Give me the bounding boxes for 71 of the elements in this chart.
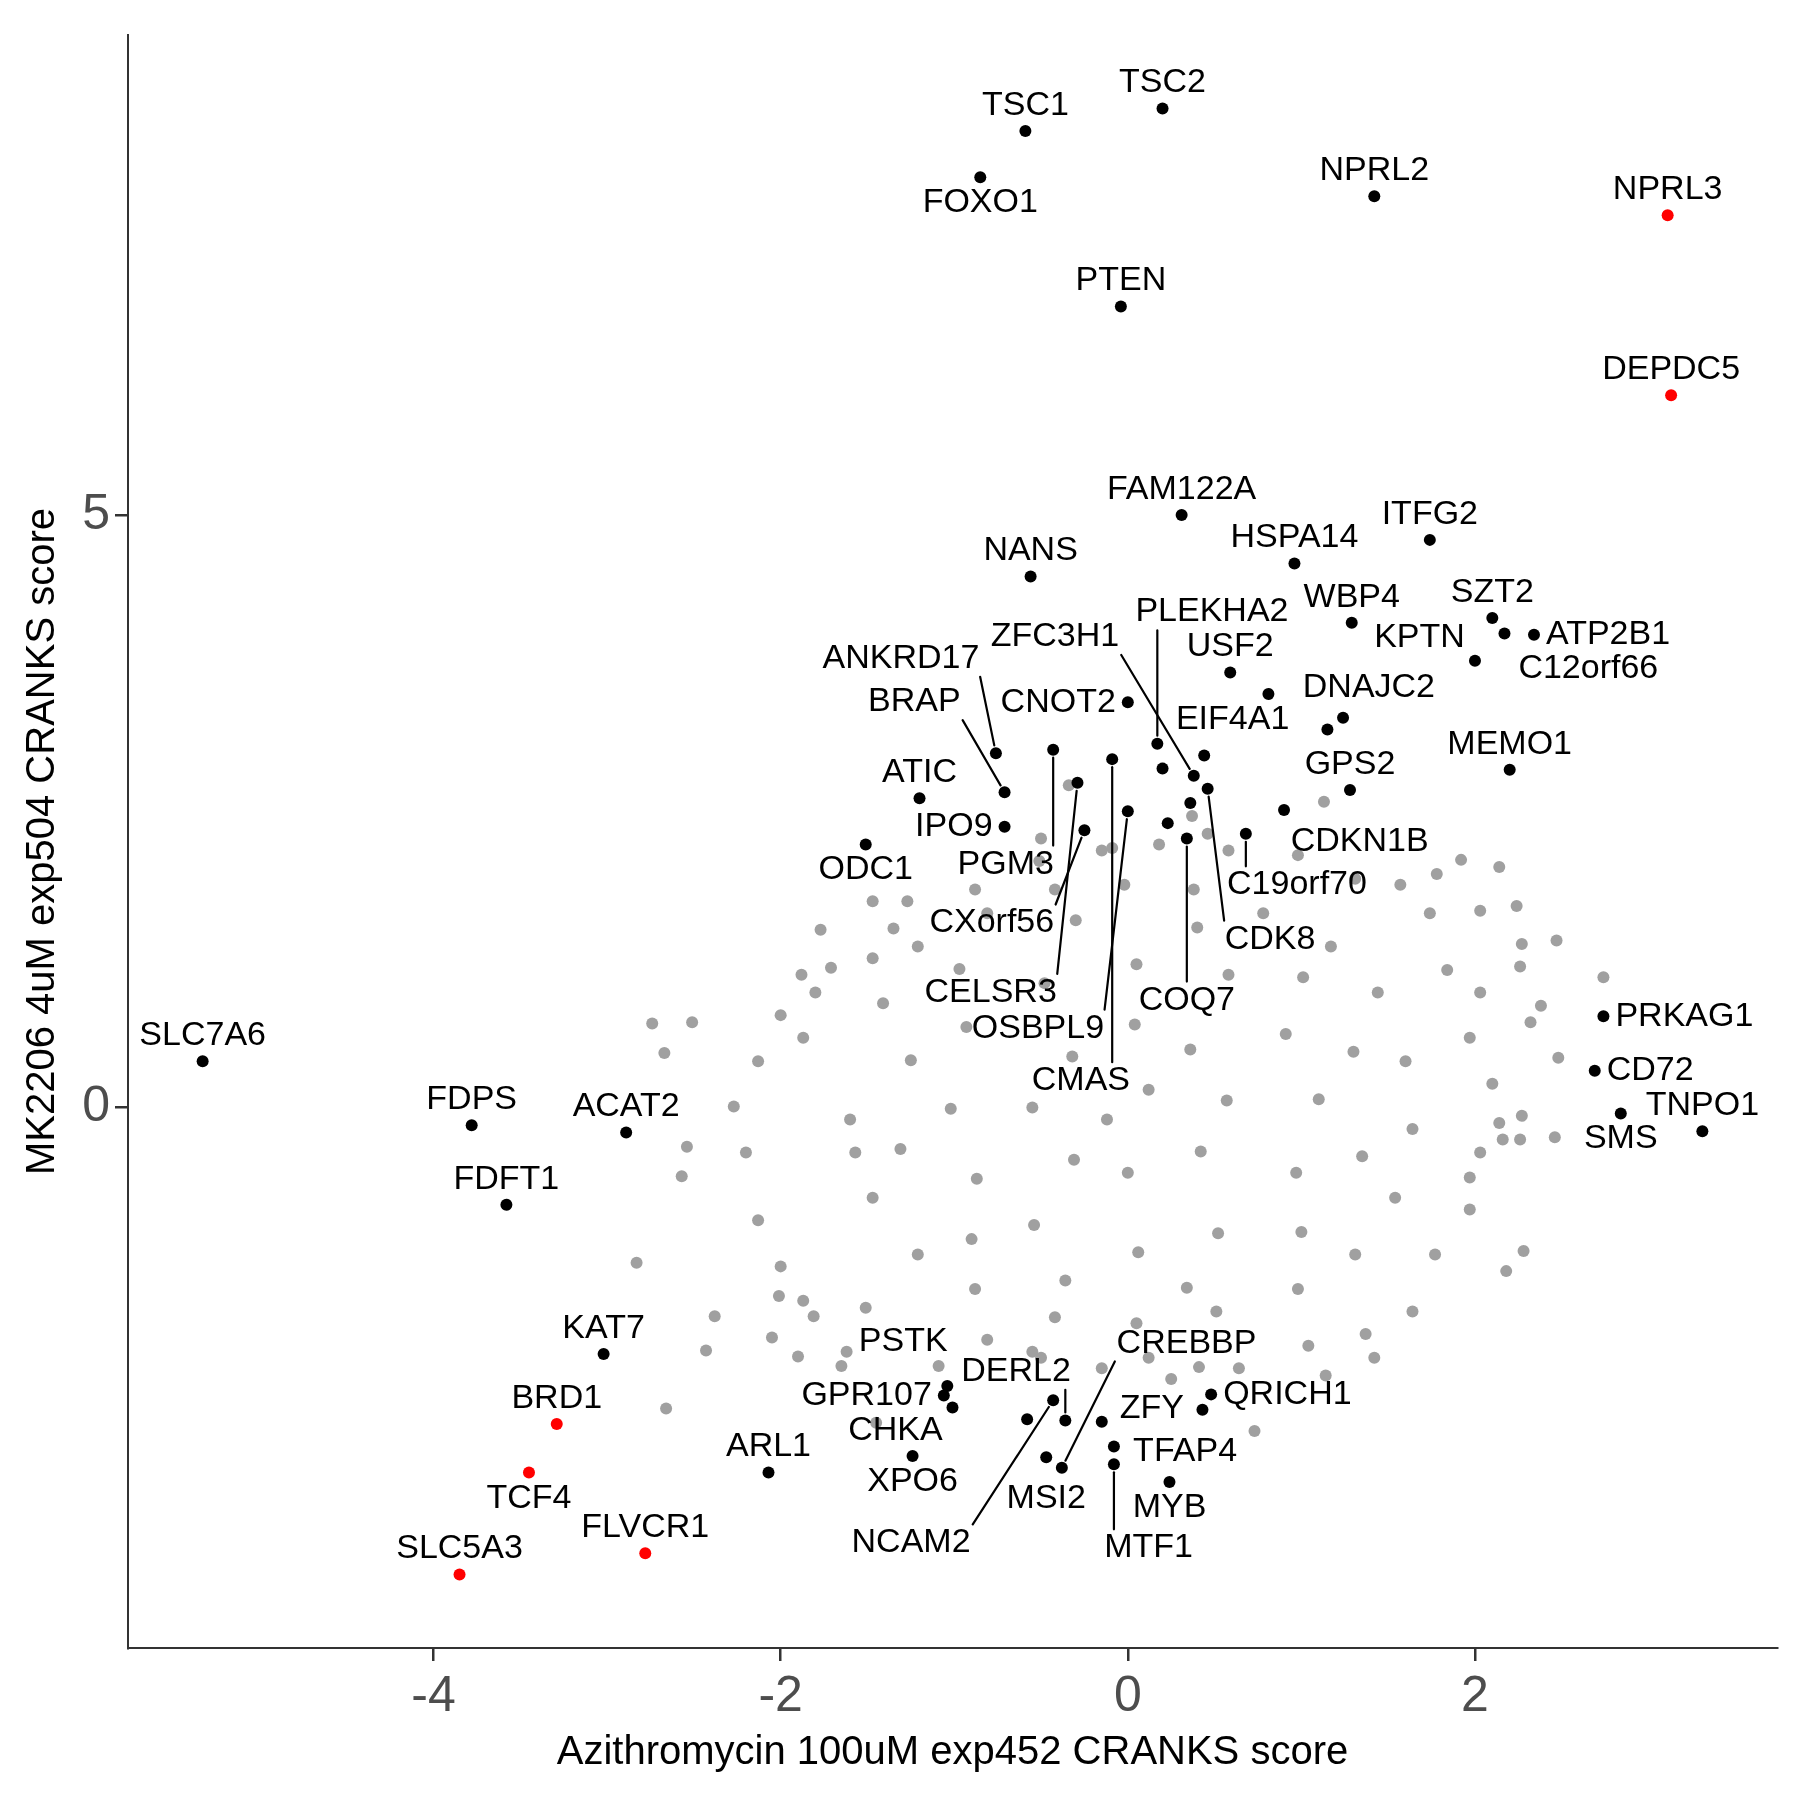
annotation: PGM3 [957, 842, 1054, 881]
annotation: XPO6 [867, 1460, 958, 1498]
annotation: CXorf56 [929, 901, 1055, 940]
y-tick-label: 5 [82, 483, 110, 540]
annotation: BRAP [868, 680, 961, 719]
annotation: NCAM2 [851, 1520, 971, 1559]
annotation: BRD1 [511, 1376, 603, 1415]
annotation: TSC1 [981, 83, 1069, 122]
annotation: MEMO1 [1447, 722, 1573, 761]
annotation: NPRL2 [1319, 148, 1430, 187]
annotation: FDFT1 [453, 1157, 560, 1196]
annotation: PTEN [1075, 259, 1167, 298]
x-tick-label: 0 [1113, 1665, 1142, 1722]
annotation: NPRL3 [1612, 167, 1723, 206]
annotation: MTF1 [1104, 1526, 1193, 1565]
annotation: CNOT2 [1000, 680, 1116, 719]
annotation: MSI2 [1006, 1477, 1086, 1516]
annotation: TCF4 [486, 1476, 572, 1515]
annotation: C19orf70 [1227, 863, 1367, 902]
point [1661, 209, 1674, 222]
point [550, 1418, 563, 1431]
annotation: WBP4 [1303, 575, 1400, 614]
annotation: CDKN1B [1290, 819, 1429, 858]
annotation: DNAJC2 [1302, 666, 1436, 705]
annotation: ZFC3H1 [990, 615, 1120, 654]
annotation: SLC5A3 [396, 1527, 523, 1566]
annotation: SLC7A6 [139, 1014, 266, 1053]
annotation: PRKAG1 [1615, 994, 1754, 1033]
annotation: DERL2 [961, 1349, 1071, 1388]
annotation: GPR107 [801, 1373, 932, 1412]
annotation: PSTK [858, 1320, 948, 1359]
annotation: ITFG2 [1381, 492, 1479, 531]
annotation: CMAS [1031, 1059, 1131, 1098]
annotation: KPTN [1374, 616, 1465, 655]
annotation: DEPDC5 [1602, 348, 1741, 387]
annotation: CELSR3 [924, 970, 1057, 1009]
annotation: FDPS [426, 1078, 518, 1117]
x-tick-label: 2 [1461, 1665, 1489, 1722]
point [639, 1547, 652, 1560]
annotation: TFAP4 [1133, 1430, 1238, 1469]
annotation: ZFY [1119, 1387, 1184, 1426]
annotation: OSBPL9 [971, 1006, 1105, 1045]
annotation: ARL1 [725, 1425, 812, 1464]
point [522, 1466, 535, 1479]
annotation: ODC1 [818, 848, 913, 887]
point [453, 1568, 466, 1581]
annotation: QRICH1 [1223, 1372, 1352, 1411]
y-axis-title: MK2206 4uM exp504 CRANKS score [18, 508, 63, 1175]
annotation: CDK8 [1224, 917, 1316, 956]
annotation: FAM122A [1106, 467, 1257, 506]
annotation: TSC2 [1119, 61, 1206, 100]
annotation: ANKRD17 [822, 636, 980, 675]
annotation: FOXO1 [922, 181, 1038, 220]
point [1665, 389, 1678, 402]
annotation: NANS [983, 529, 1078, 568]
annotation: GPS2 [1304, 742, 1396, 781]
annotation: SZT2 [1450, 570, 1534, 609]
annotation: MYB [1132, 1486, 1207, 1525]
annotation: COQ7 [1138, 978, 1236, 1017]
annotation: KAT7 [562, 1306, 645, 1345]
x-tick-label: -4 [411, 1665, 456, 1722]
annotation: EIF4A1 [1175, 697, 1290, 736]
annotation: IPO9 [915, 805, 993, 844]
annotation: ATIC [882, 751, 957, 789]
annotation: CREBBP [1116, 1321, 1257, 1360]
annotation: ACAT2 [572, 1085, 680, 1124]
x-tick-label: -2 [758, 1665, 803, 1722]
x-axis-title: Azithromycin 100uM exp452 CRANKS score [556, 1728, 1349, 1773]
annotation: CHKA [848, 1409, 943, 1448]
annotation: HSPA14 [1230, 516, 1359, 555]
annotation: FLVCR1 [581, 1505, 710, 1544]
